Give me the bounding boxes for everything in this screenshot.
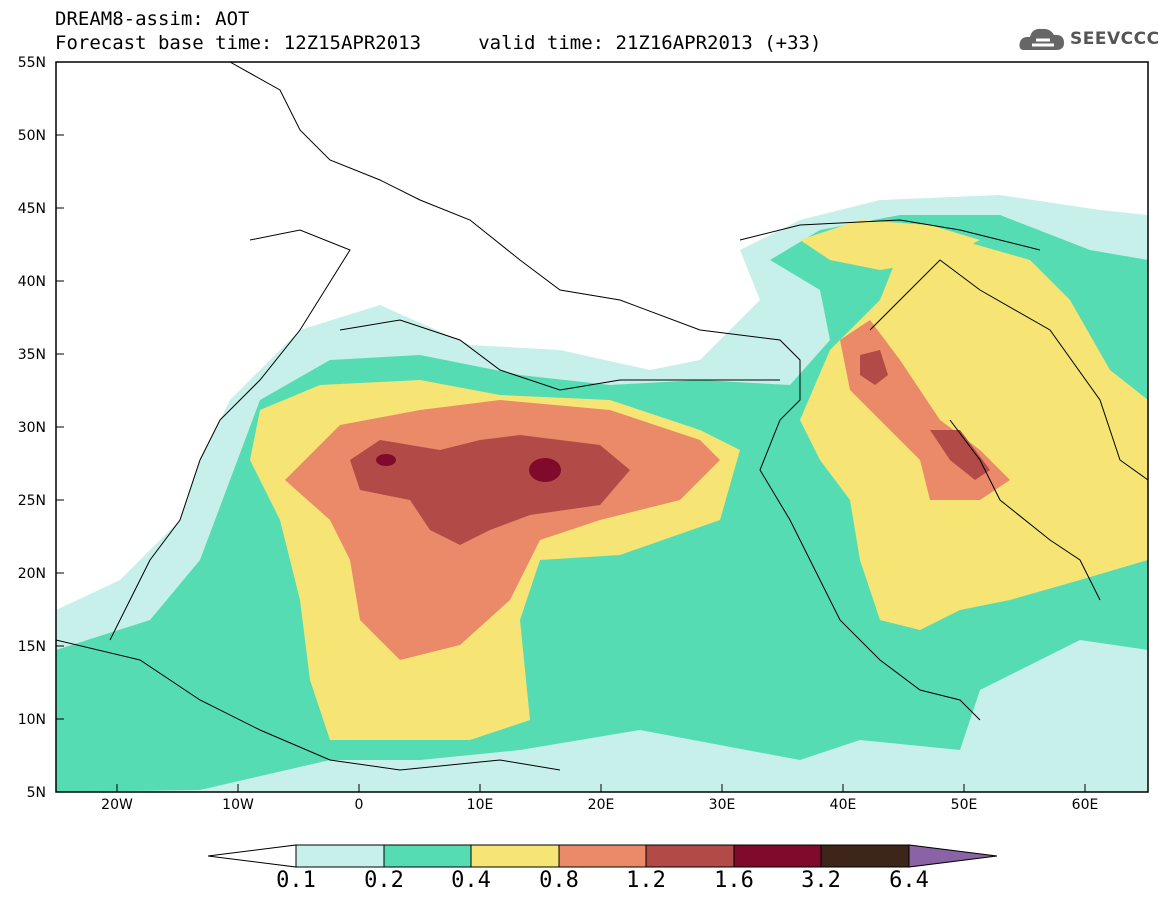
cloud-icon <box>1019 28 1064 50</box>
aot-contour-1.6 <box>376 454 396 466</box>
lon-label: 20E <box>587 797 615 813</box>
lat-label: 35N <box>17 347 46 363</box>
colorbar-label: 0.1 <box>276 868 316 893</box>
aot-contour-1.2 <box>930 430 990 480</box>
lat-label: 15N <box>17 639 46 655</box>
coastlines <box>56 62 1148 771</box>
aot-contour-1.2 <box>860 350 888 385</box>
colorbar-label: 3.2 <box>801 868 841 893</box>
title-line-2: Forecast base time: 12Z15APR2013 valid t… <box>55 32 822 54</box>
lon-label: 0 <box>354 797 364 813</box>
lat-label: 45N <box>17 201 46 217</box>
lon-label: 10E <box>466 797 494 813</box>
colorbar-label: 0.4 <box>451 868 491 893</box>
logo-text: SEEVCCC <box>1070 29 1160 49</box>
colorbar-label: 6.4 <box>889 868 929 893</box>
aot-contour-1.6 <box>529 458 561 482</box>
lon-label: 60E <box>1071 797 1099 813</box>
title-line-1: DREAM8-assim: AOT <box>55 8 250 30</box>
lat-label: 25N <box>17 493 46 509</box>
lon-label: 50E <box>950 797 978 813</box>
aot-contour-0.4 <box>800 220 980 270</box>
aot-contour-1.2 <box>350 435 630 545</box>
lon-label: 40E <box>829 797 857 813</box>
lat-label: 55N <box>17 55 46 71</box>
lon-label: 20W <box>101 797 133 813</box>
colorbar-label: 1.2 <box>626 868 666 893</box>
lat-label: 20N <box>17 566 46 582</box>
colorbar-label: 1.6 <box>714 868 754 893</box>
lat-label: 5N <box>26 785 46 801</box>
aot-contour-0.4 <box>800 240 1148 630</box>
lat-label: 10N <box>17 712 46 728</box>
lat-label: 50N <box>17 128 46 144</box>
lon-label: 10W <box>222 797 254 813</box>
lon-label: 30E <box>708 797 736 813</box>
lat-label: 30N <box>17 420 46 436</box>
colorbar-label: 0.2 <box>364 868 404 893</box>
lat-label: 40N <box>17 274 46 290</box>
colorbar-label: 0.8 <box>539 868 579 893</box>
